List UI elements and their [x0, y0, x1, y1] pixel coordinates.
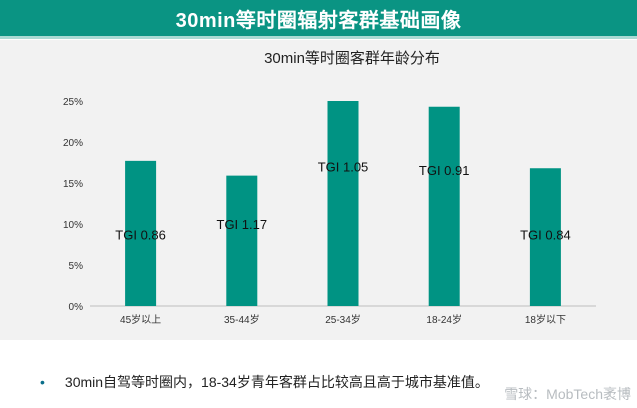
y-tick-label: 20% — [63, 138, 83, 149]
tgi-label: TGI 0.86 — [115, 228, 166, 243]
banner-divider — [0, 36, 637, 39]
x-tick-label: 25-34岁 — [325, 313, 361, 326]
x-axis: 45岁以上 35-44岁 25-34岁 18-24岁 18岁以下 — [120, 313, 566, 326]
page-banner: 30min等时圈辐射客群基础画像 — [0, 0, 637, 36]
tgi-label: TGI 0.91 — [419, 163, 470, 178]
page-title: 30min等时圈辐射客群基础画像 — [175, 9, 462, 32]
age-distribution-chart: 30min等时圈客群年龄分布 0% 5% 10% 15% 20% 25% 45岁以上 35-… — [63, 49, 596, 326]
x-tick-label: 18-24岁 — [426, 313, 462, 326]
bar-series — [125, 101, 561, 307]
x-tick-label: 45岁以上 — [120, 313, 161, 326]
bar-2 — [327, 101, 359, 306]
bar-3 — [428, 106, 460, 307]
tgi-label: TGI 1.17 — [217, 217, 268, 232]
footer-text: 30min自驾等时圈内，18-34岁青年客群占比较高且高于城市基准值。 — [64, 374, 489, 390]
chart-title: 30min等时圈客群年龄分布 — [264, 49, 440, 67]
tgi-annotations: TGI 0.86 TGI 1.17 TGI 1.05 TGI 0.91 TGI 0.84 — [115, 160, 570, 243]
y-tick-label: 10% — [63, 220, 83, 231]
y-tick-label: 0% — [69, 302, 84, 313]
y-tick-label: 25% — [63, 97, 83, 108]
y-tick-label: 15% — [63, 179, 83, 190]
bullet-icon: • — [40, 374, 45, 390]
footer-note: • 30min自驾等时圈内，18-34岁青年客群占比较高且高于城市基准值。 — [40, 372, 630, 392]
tgi-label: TGI 0.84 — [520, 228, 571, 243]
tgi-label: TGI 1.05 — [318, 160, 369, 175]
bar-1 — [226, 175, 258, 306]
bar-0 — [125, 160, 157, 306]
x-tick-label: 18岁以下 — [525, 313, 566, 326]
bar-4 — [529, 168, 561, 306]
y-axis: 0% 5% 10% 15% 20% 25% — [63, 97, 83, 313]
x-tick-label: 35-44岁 — [224, 313, 260, 326]
y-tick-label: 5% — [69, 261, 84, 272]
watermark: 雪球：MobTech袤博 — [504, 386, 631, 402]
